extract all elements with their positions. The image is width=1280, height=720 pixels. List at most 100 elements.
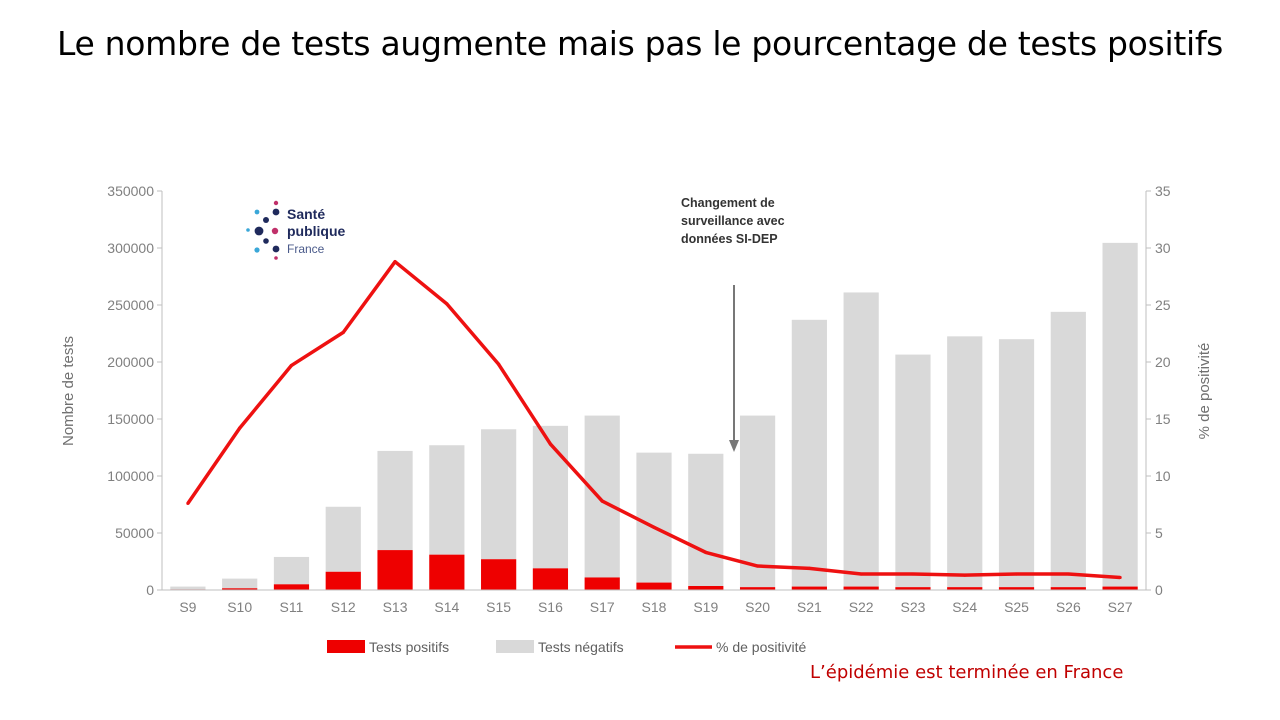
y-left-tick-label: 350000 <box>107 183 154 199</box>
bar-tests-positifs <box>584 577 620 590</box>
logo-line-3: France <box>287 242 325 256</box>
bar-tests-negatifs <box>222 578 258 589</box>
legend-label-positivite: % de positivité <box>716 639 806 655</box>
bar-tests-positifs <box>377 550 413 590</box>
x-tick-label: S12 <box>331 599 356 615</box>
x-tick-label: S24 <box>952 599 977 615</box>
bar-tests-positifs <box>429 554 465 590</box>
legend-label-negatifs: Tests négatifs <box>538 639 624 655</box>
bar-series <box>170 242 1138 590</box>
point-positivite <box>755 564 760 568</box>
x-tick-label: S22 <box>849 599 874 615</box>
legend-swatch-negatifs <box>496 640 534 653</box>
x-tick-label: S16 <box>538 599 563 615</box>
annotation: Changement de surveillance avec données … <box>681 196 785 452</box>
point-positivite <box>963 573 967 577</box>
y-right-tick-label: 30 <box>1155 240 1171 256</box>
y-right-tick-label: 35 <box>1155 183 1171 199</box>
bar-tests-positifs <box>1050 587 1086 590</box>
bar-tests-negatifs <box>170 586 206 590</box>
bar-tests-negatifs <box>1102 242 1138 587</box>
y-left-tick-label: 50000 <box>115 525 154 541</box>
point-positivite <box>859 572 863 576</box>
x-tick-label: S21 <box>797 599 822 615</box>
x-tick-label: S20 <box>745 599 770 615</box>
x-tick-label: S11 <box>280 599 304 615</box>
point-positivite <box>445 302 449 306</box>
bar-tests-negatifs <box>636 452 672 583</box>
bar-tests-positifs <box>739 587 776 590</box>
x-tick-label: S27 <box>1108 599 1133 615</box>
point-positivite <box>393 260 397 264</box>
x-tick-label: S25 <box>1004 599 1029 615</box>
logo-dots-icon <box>246 200 280 260</box>
x-tick-label: S15 <box>486 599 511 615</box>
bar-tests-negatifs <box>895 354 931 588</box>
bar-tests-negatifs <box>325 506 361 572</box>
point-positivite <box>652 525 656 529</box>
y-left-tick-label: 200000 <box>107 354 154 370</box>
point-positivite <box>704 550 708 554</box>
x-tick-label: S10 <box>227 599 252 615</box>
logo-line-1: Santé <box>287 206 325 222</box>
y-right-tick-label: 25 <box>1155 297 1171 313</box>
x-tick-label: S18 <box>642 599 667 615</box>
bar-tests-negatifs <box>739 415 776 588</box>
bar-tests-positifs <box>998 587 1035 590</box>
bar-tests-positifs <box>273 584 310 590</box>
point-positivite <box>1066 572 1070 576</box>
legend: Tests positifs Tests négatifs % de posit… <box>327 639 806 655</box>
point-positivite <box>600 499 604 503</box>
bar-tests-positifs <box>688 586 724 590</box>
bar-tests-positifs <box>636 582 672 590</box>
point-positivite <box>289 363 294 368</box>
point-positivite <box>497 362 501 366</box>
y-left-tick-label: 150000 <box>107 411 154 427</box>
bar-tests-negatifs <box>947 336 983 588</box>
annotation-arrowhead <box>729 440 739 452</box>
annotation-line-3: données SI-DEP <box>681 232 778 246</box>
bar-tests-negatifs <box>843 292 879 587</box>
x-tick-label: S19 <box>693 599 718 615</box>
annotation-line-2: surveillance avec <box>681 214 785 228</box>
bar-tests-negatifs <box>1050 311 1086 588</box>
bar-tests-positifs <box>895 587 931 590</box>
x-tick-label: S17 <box>590 599 615 615</box>
x-tick-label: S23 <box>900 599 925 615</box>
y2-axis-title: % de positivité <box>1196 343 1213 440</box>
conclusion-text: L’épidémie est terminée en France <box>810 662 1124 683</box>
y-right-tick-label: 5 <box>1155 525 1163 541</box>
bar-tests-negatifs <box>429 445 465 555</box>
point-positivite <box>548 442 553 446</box>
y-right-tick-label: 10 <box>1155 468 1171 484</box>
x-tick-label: S9 <box>179 599 196 615</box>
bar-tests-negatifs <box>377 450 413 551</box>
x-tick-label: S26 <box>1056 599 1081 615</box>
y-left-axis: 0 50000 100000 150000 200000 250000 300000 3500… <box>107 183 163 598</box>
bar-tests-positifs <box>325 571 361 590</box>
legend-swatch-positifs <box>327 640 365 653</box>
bar-tests-negatifs <box>688 453 724 587</box>
point-positivite <box>1014 572 1019 576</box>
y-right-tick-label: 20 <box>1155 354 1171 370</box>
y-left-tick-label: 300000 <box>107 240 154 256</box>
annotation-line-1: Changement de <box>681 196 775 210</box>
point-positivite <box>341 330 345 334</box>
y-axis-title: Nombre de tests <box>60 336 77 446</box>
point-positivite <box>911 572 915 576</box>
slide-title: Le nombre de tests augmente mais pas le … <box>56 24 1224 63</box>
point-positivite <box>1118 575 1122 580</box>
bar-tests-positifs <box>532 568 569 590</box>
bar-tests-negatifs <box>532 425 569 569</box>
bar-tests-positifs <box>791 586 827 590</box>
bar-tests-positifs <box>222 588 258 590</box>
sante-publique-logo: Santé publique France <box>246 200 346 260</box>
y-right-tick-label: 15 <box>1155 411 1171 427</box>
bar-tests-negatifs <box>998 339 1035 588</box>
logo-line-2: publique <box>287 223 346 239</box>
point-positivite <box>186 501 190 505</box>
y-left-tick-label: 0 <box>146 582 154 598</box>
bar-tests-negatifs <box>584 415 620 578</box>
bar-tests-positifs <box>947 587 983 590</box>
